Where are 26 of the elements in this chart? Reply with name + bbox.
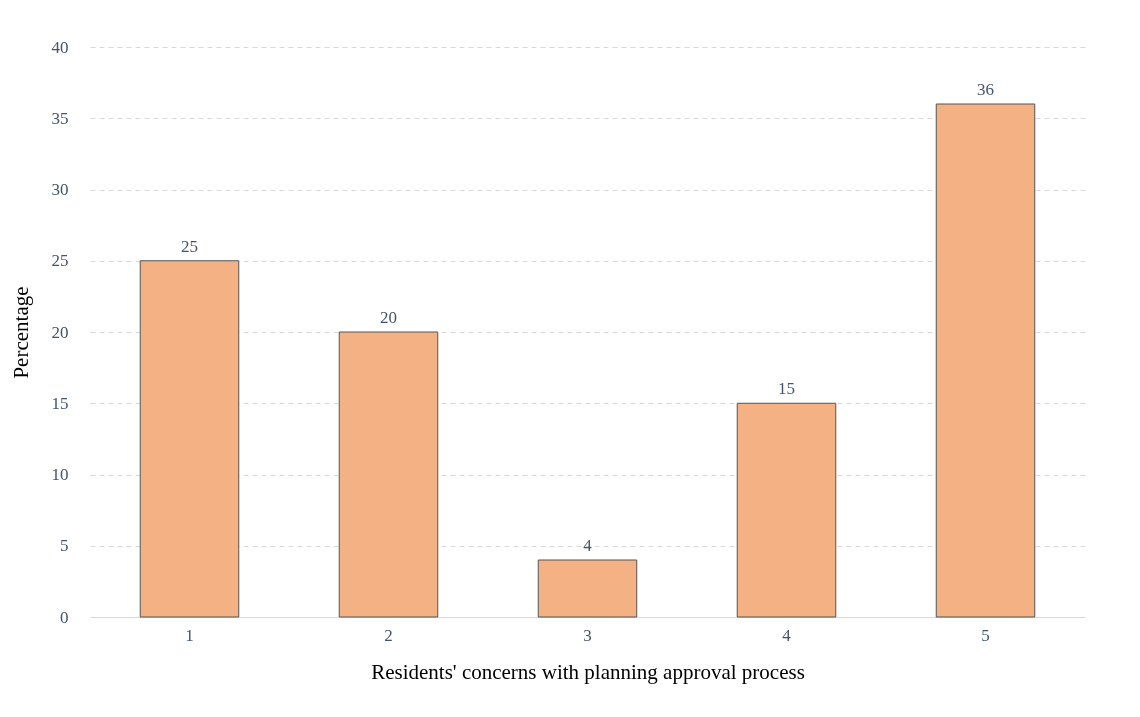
bar xyxy=(537,559,638,618)
x-tick-label: 3 xyxy=(583,625,592,645)
x-axis-title: Residents' concerns with planning approval process xyxy=(371,659,805,684)
data-label: 20 xyxy=(380,308,397,327)
y-tick-label: 5 xyxy=(60,536,69,556)
y-tick-label: 0 xyxy=(60,607,69,627)
x-tick-label: 5 xyxy=(981,625,990,645)
bar xyxy=(736,402,837,618)
x-tick-label: 1 xyxy=(185,625,194,645)
bar xyxy=(139,260,240,618)
data-label: 15 xyxy=(778,379,795,399)
bar xyxy=(338,331,439,618)
data-label: 4 xyxy=(583,536,593,555)
y-tick-label: 30 xyxy=(51,180,69,199)
data-label: 25 xyxy=(181,236,198,256)
data-label: 36 xyxy=(977,80,994,99)
x-tick-label: 4 xyxy=(782,625,792,645)
y-axis-title: Percentage xyxy=(8,286,33,379)
x-tick-label: 2 xyxy=(384,625,393,645)
bar xyxy=(935,103,1036,618)
y-tick-label: 10 xyxy=(51,465,69,484)
y-tick-label: 25 xyxy=(51,251,69,271)
y-tick-label: 15 xyxy=(51,393,69,413)
y-tick-label: 40 xyxy=(51,37,69,57)
y-tick-label: 35 xyxy=(51,108,69,128)
y-tick-label: 20 xyxy=(51,322,69,342)
